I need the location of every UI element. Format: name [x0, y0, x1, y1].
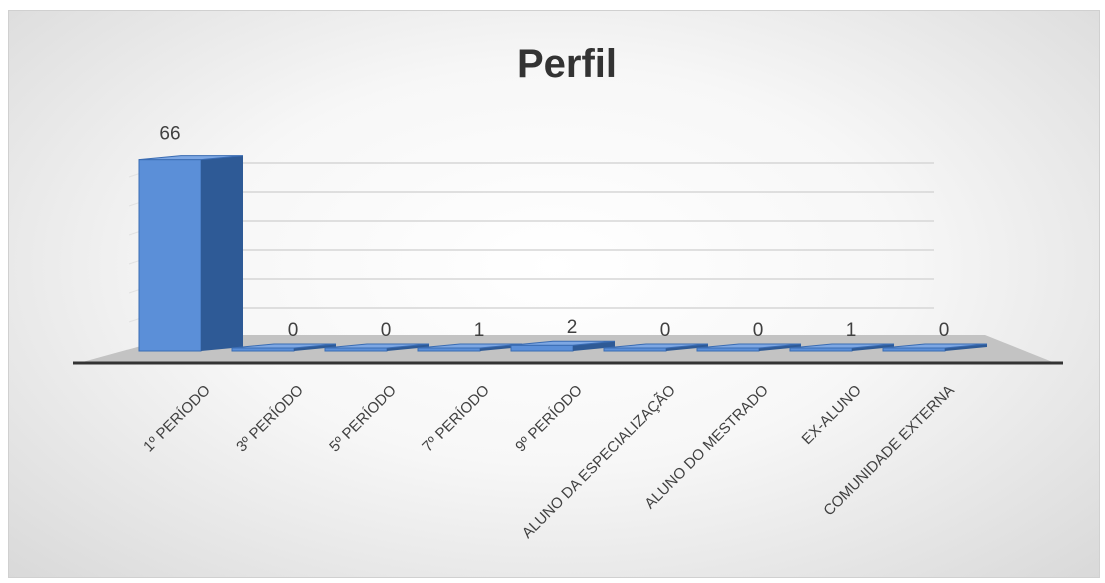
- x-tick-label: 1º PERÍODO: [140, 382, 214, 456]
- x-tick-label: EX-ALUNO: [799, 382, 865, 448]
- bar-top: [789, 343, 895, 349]
- x-axis-tick-labels: 1º PERÍODO 3º PERÍODO 5º PERÍODO 7º PERÍODO…: [140, 382, 958, 542]
- bar-side: [387, 344, 429, 351]
- bar-top: [882, 343, 988, 349]
- chart-svg: Perfil 66 0 0 1 2 0 0 1 0 1º PERÍODO 3º PERÍODO 5º…: [73, 42, 1063, 542]
- bar-side: [945, 344, 987, 351]
- gridlines: [128, 162, 934, 323]
- data-label: 0: [660, 320, 671, 341]
- chart-frame: Perfil 66 0 0 1 2 0 0 1 0 1º PERÍODO 3º PERÍODO 5º…: [8, 10, 1100, 578]
- x-tick-label: 3º PERÍODO: [233, 382, 307, 456]
- bar-side: [294, 344, 336, 351]
- bar-top: [231, 343, 337, 349]
- data-label: 2: [567, 317, 578, 338]
- data-label: 0: [939, 320, 950, 341]
- data-label: 0: [381, 320, 392, 341]
- bar-top: [696, 343, 802, 349]
- bar-top: [603, 343, 709, 349]
- bar-top: [138, 155, 244, 161]
- bar-side: [666, 344, 708, 351]
- bar-side: [759, 344, 801, 351]
- data-label: 0: [753, 320, 764, 341]
- bars: [138, 155, 988, 352]
- bar: [510, 344, 574, 352]
- x-tick-label: 5º PERÍODO: [326, 382, 400, 456]
- bar-side: [852, 344, 894, 351]
- x-tick-label: 9º PERÍODO: [512, 382, 586, 456]
- x-tick-label: ALUNO DA ESPECIALIZAÇÃO: [519, 382, 679, 542]
- x-tick-label: 7º PERÍODO: [419, 382, 493, 456]
- data-label: 1: [846, 320, 857, 341]
- bar: [138, 159, 202, 352]
- data-label: 1: [474, 320, 485, 341]
- bar-top: [324, 343, 430, 349]
- bar-side: [201, 155, 243, 351]
- data-label: 66: [159, 124, 180, 145]
- data-labels: 66 0 0 1 2 0 0 1 0: [159, 124, 949, 341]
- data-label: 0: [288, 320, 299, 341]
- bar-top: [510, 340, 616, 346]
- chart-title: Perfil: [517, 42, 617, 86]
- bar-side: [573, 341, 615, 351]
